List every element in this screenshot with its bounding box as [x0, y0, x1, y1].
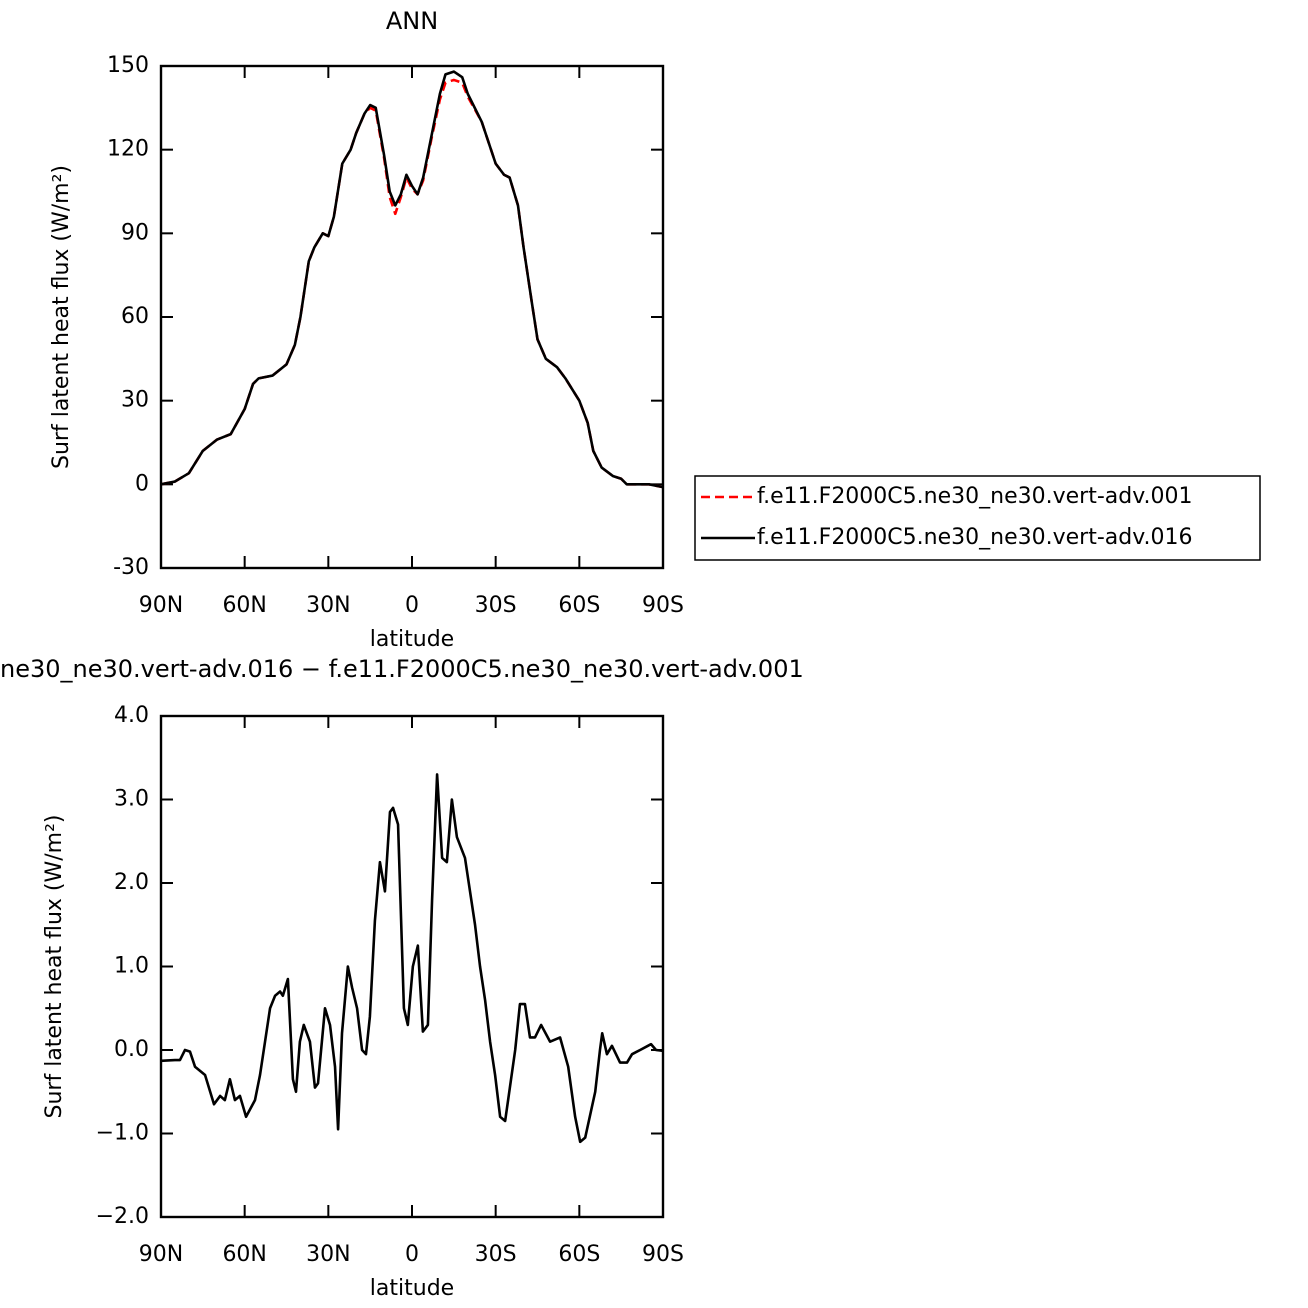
x-tick-label: 60N	[222, 1242, 266, 1267]
y-tick-label: −2.0	[96, 1204, 149, 1229]
x-tick-label: 90S	[642, 593, 684, 618]
x-tick-label: 90S	[642, 1242, 684, 1267]
x-tick-label: 30N	[306, 1242, 350, 1267]
y-tick-label: −1.0	[96, 1121, 149, 1146]
y-tick-label: 3.0	[114, 787, 149, 812]
y-tick-label: 0.0	[114, 1037, 149, 1062]
x-tick-label: 0	[405, 593, 419, 618]
x-tick-label: 60S	[558, 593, 600, 618]
y-tick-label: -30	[113, 555, 149, 580]
series-line	[160, 70, 664, 489]
y-tick-label: 30	[121, 388, 149, 413]
y-tick-label: 2.0	[114, 870, 149, 895]
series-line	[160, 773, 664, 1144]
chart-title: ANN	[386, 7, 438, 35]
legend-label: f.e11.F2000C5.ne30_ne30.vert-adv.016	[757, 525, 1193, 550]
y-tick-label: 1.0	[114, 954, 149, 979]
x-tick-label: 90N	[139, 1242, 183, 1267]
y-axis-label: Surf latent heat flux (W/m²)	[49, 165, 74, 469]
x-axis-label: latitude	[370, 627, 454, 652]
y-tick-label: 120	[107, 137, 149, 162]
legend-label: f.e11.F2000C5.ne30_ne30.vert-adv.001	[757, 484, 1193, 509]
plot-frame	[159, 714, 665, 1219]
x-tick-label: 90N	[139, 593, 183, 618]
x-tick-label: 0	[405, 1242, 419, 1267]
legend-box	[694, 475, 1261, 561]
chart-title: ne30_ne30.vert-adv.016 − f.e11.F2000C5.n…	[0, 655, 804, 683]
x-tick-label: 60S	[558, 1242, 600, 1267]
y-tick-label: 90	[121, 220, 149, 245]
x-tick-label: 60N	[222, 593, 266, 618]
y-tick-label: 0	[135, 471, 149, 496]
x-tick-label: 30S	[475, 1242, 517, 1267]
plot-frame	[159, 64, 665, 570]
x-tick-label: 30N	[306, 593, 350, 618]
x-tick-label: 30S	[475, 593, 517, 618]
x-axis-label: latitude	[370, 1276, 454, 1301]
y-tick-label: 60	[121, 304, 149, 329]
y-tick-label: 150	[107, 53, 149, 78]
y-axis-label: Surf latent heat flux (W/m²)	[42, 815, 67, 1119]
y-tick-label: 4.0	[114, 703, 149, 728]
